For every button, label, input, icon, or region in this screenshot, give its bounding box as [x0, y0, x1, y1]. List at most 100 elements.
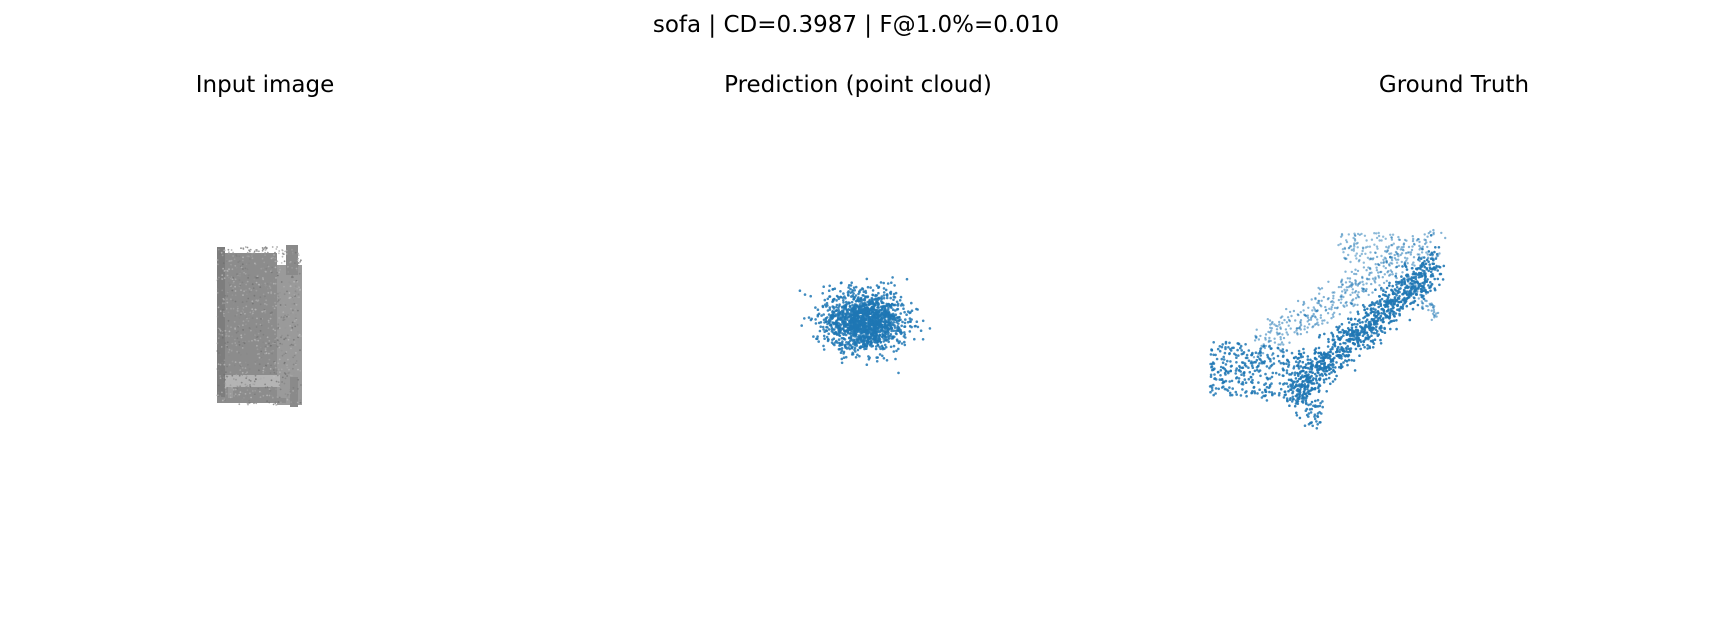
gt-point — [1225, 388, 1228, 391]
image-speckle — [299, 401, 302, 404]
image-speckle — [216, 315, 219, 318]
gt-point — [1332, 338, 1336, 342]
gt-point — [1295, 384, 1299, 388]
image-speckle — [242, 320, 245, 323]
gt-point — [1354, 325, 1358, 329]
gt-point — [1406, 251, 1409, 254]
gt-point — [1393, 297, 1397, 301]
gt-point — [1359, 325, 1362, 328]
gt-point — [1253, 369, 1257, 373]
image-speckle — [274, 400, 277, 403]
image-speckle — [249, 258, 251, 260]
prediction-point — [893, 284, 896, 287]
image-speckle — [235, 344, 238, 347]
gt-point — [1361, 246, 1365, 249]
gt-point — [1306, 314, 1309, 317]
gt-point — [1324, 305, 1327, 309]
prediction-point — [859, 334, 862, 338]
prediction-point — [836, 341, 839, 344]
gt-point — [1281, 321, 1284, 325]
image-speckle — [222, 302, 224, 304]
gt-point — [1416, 303, 1420, 307]
image-speckle — [284, 377, 287, 380]
image-speckle — [299, 289, 301, 292]
gt-point — [1371, 258, 1374, 261]
image-speckle — [224, 342, 227, 345]
image-speckle — [248, 368, 251, 370]
gt-point — [1262, 344, 1266, 348]
gt-point — [1273, 323, 1276, 326]
prediction-point — [838, 326, 842, 330]
gt-point — [1325, 377, 1328, 381]
gt-point — [1235, 393, 1238, 396]
gt-point — [1259, 334, 1262, 338]
image-speckle — [224, 294, 227, 297]
gt-point — [1375, 325, 1378, 328]
image-speckle — [281, 255, 284, 258]
gt-point — [1371, 277, 1375, 280]
gt-point — [1268, 377, 1272, 380]
prediction-point — [823, 337, 826, 340]
image-speckle — [241, 270, 244, 273]
gt-point — [1431, 304, 1434, 307]
prediction-point — [854, 350, 857, 353]
image-speckle — [259, 330, 262, 332]
gt-point — [1297, 367, 1301, 370]
gt-point — [1321, 319, 1324, 322]
image-speckle — [270, 313, 272, 316]
prediction-point — [850, 281, 853, 284]
prediction-point — [854, 308, 857, 311]
gt-point — [1271, 371, 1275, 375]
image-speckle — [262, 369, 265, 372]
image-speckle — [259, 296, 262, 299]
gt-point — [1390, 259, 1394, 262]
gt-point — [1393, 253, 1396, 257]
image-speckle — [253, 338, 256, 341]
gt-point — [1320, 299, 1323, 302]
image-speckle — [265, 335, 268, 337]
prediction-point — [858, 354, 861, 358]
gt-point — [1269, 331, 1272, 334]
gt-point — [1266, 353, 1269, 357]
gt-point — [1417, 273, 1421, 277]
image-speckle — [281, 343, 283, 346]
gt-point — [1247, 366, 1250, 369]
gt-point — [1318, 377, 1322, 380]
image-speckle — [221, 274, 224, 277]
image-speckle — [293, 294, 296, 296]
prediction-point — [816, 308, 820, 311]
image-speckle — [286, 364, 288, 366]
gt-point — [1365, 318, 1369, 321]
gt-point — [1377, 234, 1381, 238]
gt-point — [1296, 372, 1300, 376]
image-speckle — [281, 334, 283, 337]
gt-point — [1382, 265, 1385, 268]
image-speckle — [289, 388, 292, 391]
prediction-point — [892, 321, 896, 324]
gt-point — [1289, 379, 1293, 382]
prediction-point — [842, 352, 845, 355]
prediction-point — [828, 284, 831, 288]
gt-point — [1307, 415, 1310, 418]
gt-point — [1377, 302, 1380, 305]
prediction-point — [822, 334, 826, 338]
image-speckle — [287, 393, 289, 396]
image-speckle — [247, 402, 250, 404]
gt-point — [1347, 247, 1351, 250]
gt-point — [1412, 270, 1415, 274]
gt-point — [1286, 359, 1290, 362]
prediction-point — [854, 318, 858, 321]
gt-point — [1324, 365, 1327, 369]
prediction-point — [877, 302, 880, 305]
image-speckle — [255, 323, 258, 325]
gt-point — [1347, 285, 1350, 289]
gt-point — [1251, 372, 1255, 376]
gt-point — [1215, 357, 1219, 361]
image-speckle — [225, 389, 227, 392]
gt-point — [1394, 266, 1398, 269]
gt-point — [1248, 370, 1252, 374]
prediction-point — [809, 294, 812, 298]
prediction-point — [863, 339, 866, 343]
image-speckle — [250, 289, 253, 292]
image-speckle — [297, 309, 299, 312]
